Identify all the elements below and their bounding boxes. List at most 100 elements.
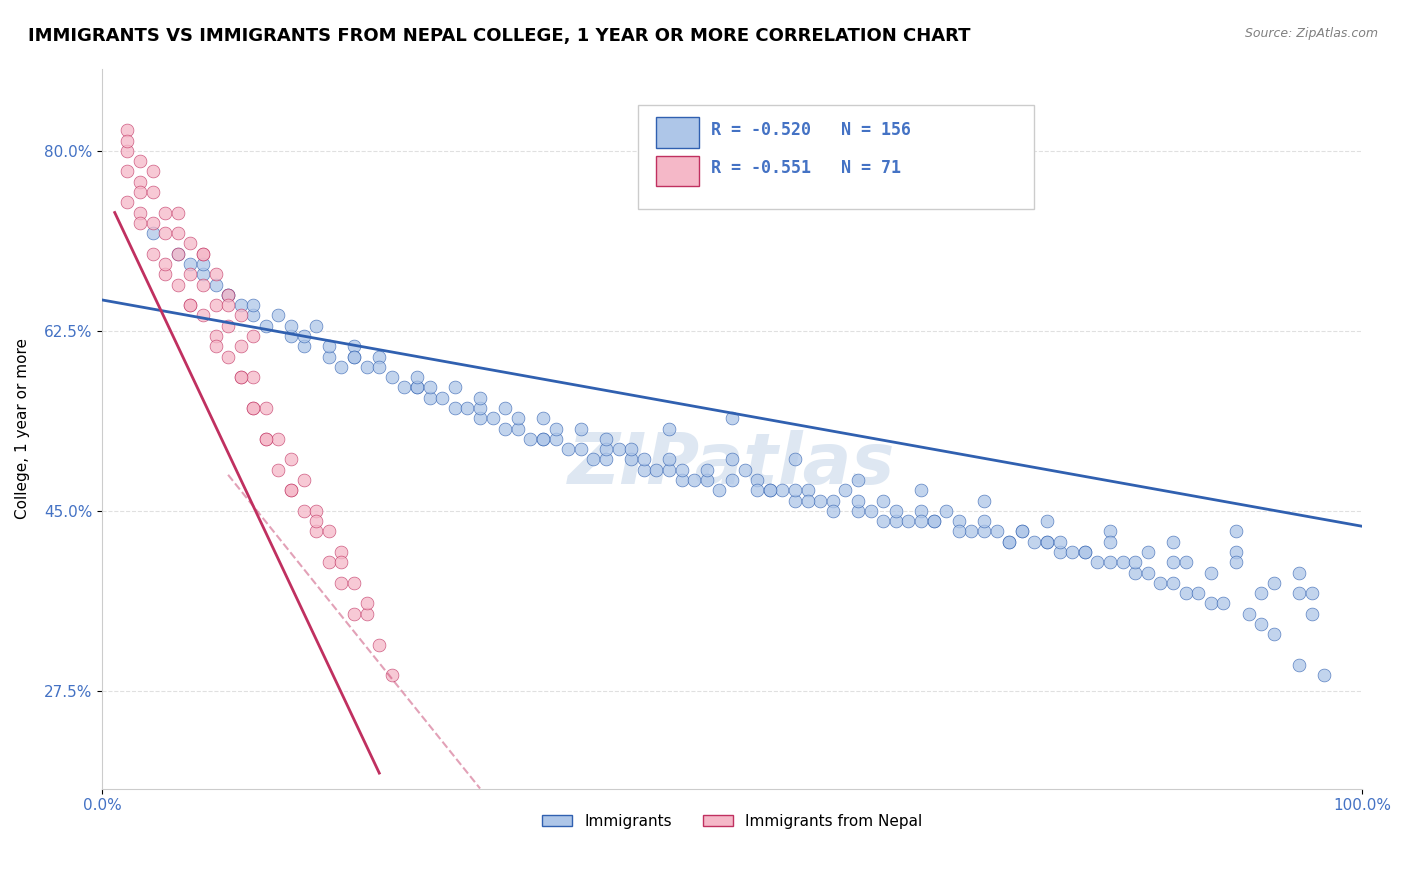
Point [1123,555,1146,569]
Point [998,534,1021,549]
Point [595,442,617,456]
Point [1049,545,1071,559]
Point [960,524,983,539]
Point [783,493,806,508]
Point [242,370,264,384]
Point [117,144,139,158]
Point [747,473,769,487]
Point [267,432,290,446]
Point [658,452,681,467]
Point [1098,524,1121,539]
Point [305,524,328,539]
Text: R = -0.551   N = 71: R = -0.551 N = 71 [710,159,901,177]
Point [191,309,214,323]
Point [305,514,328,528]
Point [1225,524,1247,539]
Point [1074,545,1097,559]
Point [1174,586,1197,600]
Point [242,401,264,415]
Text: Source: ZipAtlas.com: Source: ZipAtlas.com [1244,27,1378,40]
Point [645,463,668,477]
Point [935,504,957,518]
Point [759,483,782,498]
Point [633,463,655,477]
Point [481,411,503,425]
Point [658,421,681,435]
Point [292,329,315,343]
Point [204,339,226,353]
Point [1098,534,1121,549]
Point [419,391,441,405]
Point [280,452,302,467]
FancyBboxPatch shape [657,118,699,148]
Point [217,350,239,364]
Point [633,452,655,467]
Point [1024,534,1046,549]
Y-axis label: College, 1 year or more: College, 1 year or more [15,338,30,519]
Point [179,298,201,312]
Point [696,473,718,487]
Point [292,504,315,518]
Point [141,216,163,230]
Point [117,123,139,137]
Point [129,216,152,230]
Point [204,277,226,292]
Point [922,514,945,528]
Point [141,185,163,199]
Point [179,236,201,251]
Point [217,288,239,302]
Point [330,555,353,569]
Point [973,524,995,539]
Point [191,267,214,281]
Legend: Immigrants, Immigrants from Nepal: Immigrants, Immigrants from Nepal [536,807,928,835]
Point [1136,545,1159,559]
Point [1174,555,1197,569]
Point [117,134,139,148]
Point [1074,545,1097,559]
Point [141,226,163,240]
Point [531,432,554,446]
Text: IMMIGRANTS VS IMMIGRANTS FROM NEPAL COLLEGE, 1 YEAR OR MORE CORRELATION CHART: IMMIGRANTS VS IMMIGRANTS FROM NEPAL COLL… [28,27,970,45]
Point [305,504,328,518]
Point [859,504,882,518]
Point [1288,658,1310,673]
Point [1263,575,1285,590]
Point [796,493,818,508]
Point [166,246,188,260]
Point [330,545,353,559]
Point [821,504,844,518]
Point [330,575,353,590]
Point [846,504,869,518]
Point [910,483,932,498]
Point [318,555,340,569]
Point [519,432,541,446]
Point [544,421,567,435]
Point [569,421,592,435]
Point [872,493,894,508]
Point [1161,575,1184,590]
Point [204,298,226,312]
Point [406,370,429,384]
Point [343,339,366,353]
Point [922,514,945,528]
Point [709,483,731,498]
Point [444,401,467,415]
Point [721,452,744,467]
Text: R = -0.520   N = 156: R = -0.520 N = 156 [710,120,911,139]
Point [292,339,315,353]
Point [305,318,328,333]
Point [406,380,429,394]
Point [620,452,643,467]
Point [696,463,718,477]
Point [468,411,491,425]
Point [280,318,302,333]
Point [595,452,617,467]
Point [356,607,378,621]
Point [368,638,391,652]
FancyBboxPatch shape [657,155,699,186]
Point [343,607,366,621]
Point [884,504,907,518]
Point [1036,514,1059,528]
Point [267,309,290,323]
Point [1237,607,1260,621]
